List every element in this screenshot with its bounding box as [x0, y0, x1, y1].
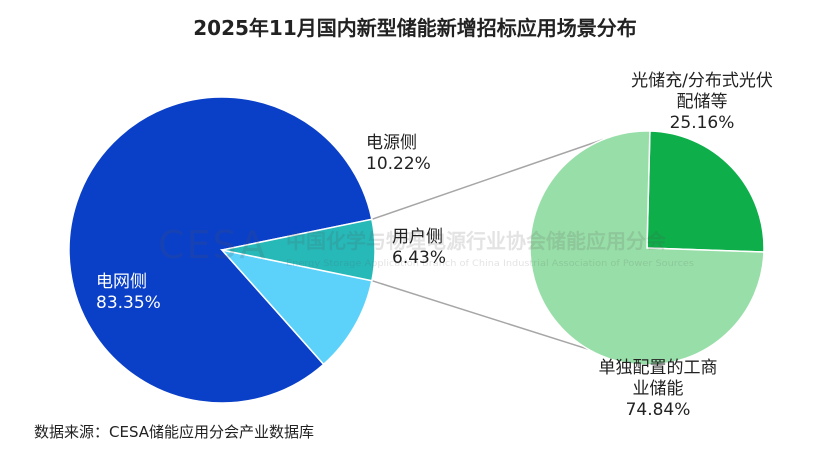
watermark-en: Energy Storage Application Branch of Chi… — [286, 259, 694, 269]
main-slice-label-2-line-2: 10.22% — [366, 154, 431, 174]
watermark: CESA 中国化学与物理电源行业协会储能应用分会 Energy Storage … — [158, 223, 694, 269]
connector-line-top — [371, 138, 604, 221]
sub-pie-slice-1 — [646, 130, 765, 253]
sub-slice-label-1-line-1: 光储充/分布式光伏 — [631, 71, 773, 91]
main-pie-slice-1 — [68, 96, 373, 404]
source-note: 数据来源：CESA储能应用分会产业数据库 — [34, 423, 314, 441]
sub-slice-label-1-line-3: 25.16% — [670, 113, 735, 133]
chart-title: 2025年11月国内新型储能新增招标应用场景分布 — [193, 16, 637, 40]
watermark-cn: 中国化学与物理电源行业协会储能应用分会 — [286, 229, 666, 253]
main-pie-slice-2 — [219, 248, 373, 366]
watermark-logo: CESA — [158, 223, 267, 267]
main-slice-label-3-line-1: 用户侧 — [392, 227, 443, 247]
main-slice-label-2-line-1: 电源侧 — [366, 133, 417, 153]
main-slice-label-3-line-2: 6.43% — [392, 248, 446, 268]
connector-lines — [371, 138, 604, 351]
sub-slice-label-1-line-2: 配储等 — [677, 92, 728, 112]
sub-slice-label-2-line-3: 74.84% — [626, 400, 691, 420]
main-slice-label-1-line-2: 83.35% — [96, 293, 161, 313]
sub-pie — [529, 130, 765, 366]
connector-line-bottom — [371, 279, 589, 351]
main-pie-slice-3 — [221, 218, 376, 282]
sub-slice-label-2-line-1: 单独配置的工商 — [599, 358, 718, 378]
main-slice-label-1-line-1: 电网侧 — [96, 272, 147, 292]
sub-slice-label-2-line-2: 业储能 — [633, 379, 684, 399]
main-pie — [68, 96, 376, 404]
sub-pie-slice-2 — [529, 130, 765, 366]
